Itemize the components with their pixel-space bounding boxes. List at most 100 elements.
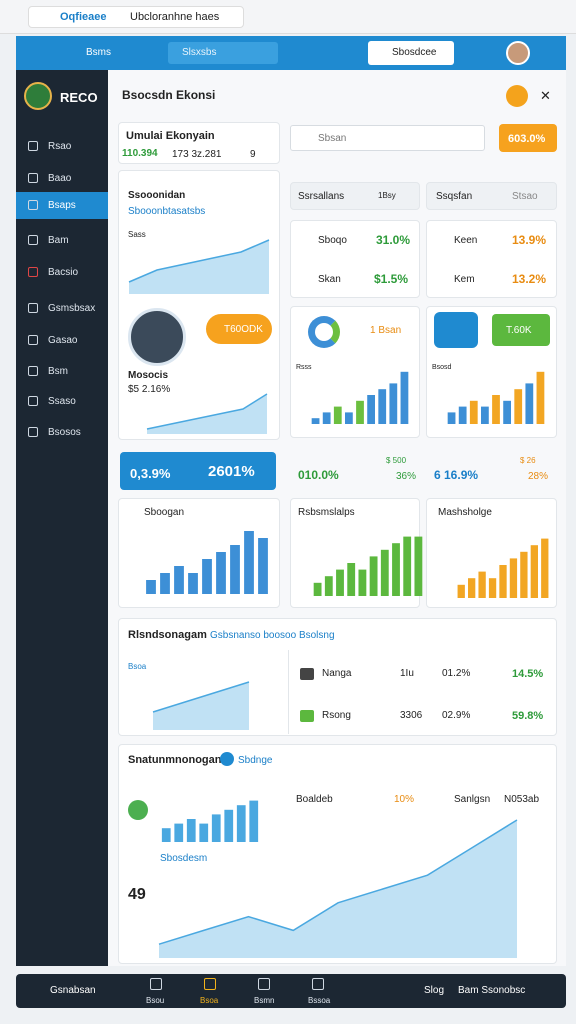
bar xyxy=(378,389,387,424)
nav-icon xyxy=(28,396,38,406)
bottom-brand: Gsnabsan xyxy=(50,985,96,996)
tab-label: Stsao xyxy=(512,191,538,202)
bar xyxy=(509,558,518,598)
search-box[interactable] xyxy=(290,125,485,151)
summary-value: 173 3z.281 xyxy=(172,149,222,160)
nav-item[interactable]: Bsm xyxy=(48,366,68,377)
bar xyxy=(211,814,221,842)
stat-label: Sboqo xyxy=(318,235,347,246)
bar xyxy=(174,566,184,594)
bar xyxy=(380,549,389,596)
area xyxy=(153,682,249,730)
profile-label: Sass xyxy=(128,230,146,239)
nav-icon xyxy=(28,235,38,245)
stat-card xyxy=(290,220,420,298)
nav-item[interactable]: Ssaso xyxy=(48,396,76,407)
bottom-bar xyxy=(16,974,566,1008)
nav-item[interactable]: Bam xyxy=(48,235,69,246)
highlight-value: 2601% xyxy=(208,463,255,480)
label: Sanlgsn xyxy=(454,794,491,805)
bar xyxy=(160,573,170,594)
chart xyxy=(128,239,270,294)
cell: 1Iu xyxy=(400,668,414,679)
tile-button[interactable] xyxy=(492,314,550,346)
sidebar-active xyxy=(16,192,108,219)
kpi-value: 010.0% xyxy=(298,468,339,482)
tab[interactable] xyxy=(28,6,244,28)
tile-text: 1 Bsan xyxy=(370,325,402,336)
bar xyxy=(161,828,171,842)
tab-card[interactable] xyxy=(426,182,557,210)
cell: Rsong xyxy=(322,710,351,721)
chip[interactable]: Sbdnge xyxy=(238,755,273,766)
tab-label: Ssrsallans xyxy=(298,191,345,202)
nav-icon xyxy=(28,141,38,151)
logo: RECO xyxy=(60,90,98,105)
bar xyxy=(347,563,356,596)
nav-item[interactable]: Bsosos xyxy=(48,427,81,438)
url: Ubcloranhne haes xyxy=(130,11,220,23)
search-button-text: 603.0% xyxy=(508,133,546,145)
stat-label: Skan xyxy=(318,274,341,285)
line xyxy=(146,393,268,430)
bar xyxy=(492,395,500,424)
bar xyxy=(186,819,196,842)
chart xyxy=(457,538,549,598)
close[interactable]: ✕ xyxy=(540,88,551,103)
tab-card[interactable] xyxy=(290,182,420,210)
bar xyxy=(468,578,476,598)
bottom-item[interactable]: Bsmn xyxy=(254,996,275,1005)
chart xyxy=(146,531,268,594)
avatar[interactable] xyxy=(506,41,530,65)
nav-item[interactable]: Bacsio xyxy=(48,267,79,278)
nav-icon xyxy=(28,303,38,313)
bar xyxy=(311,418,320,424)
chart xyxy=(313,536,423,596)
bar xyxy=(481,406,489,424)
tab-label: Ssqsfan xyxy=(436,191,473,202)
stat-label: Kem xyxy=(454,274,475,285)
summary-value: 110.394 xyxy=(122,148,158,159)
nav-item[interactable]: Bsaps xyxy=(48,200,76,211)
bar xyxy=(478,571,486,598)
nav-icon xyxy=(28,427,38,437)
bar xyxy=(345,412,353,424)
bottom-icon xyxy=(150,978,162,990)
search-button[interactable] xyxy=(499,124,557,152)
pill[interactable] xyxy=(206,314,272,344)
nav-item[interactable]: Baao xyxy=(48,173,72,184)
search-field[interactable] xyxy=(168,42,278,64)
nav-icon xyxy=(28,366,38,376)
bottom-item[interactable]: Bsou xyxy=(146,996,165,1005)
tile-label: Bsosd xyxy=(432,364,452,371)
stat-value: 13.2% xyxy=(512,272,547,286)
tab-label: 1Bsy xyxy=(378,191,396,200)
bottom-item[interactable]: Bsoa xyxy=(200,996,219,1005)
check xyxy=(128,800,148,820)
nav-item[interactable]: Gasao xyxy=(48,335,78,346)
chart-label: Bsoa xyxy=(128,662,147,671)
bar xyxy=(322,412,331,424)
bar xyxy=(224,809,234,842)
big-number: 49 xyxy=(128,886,146,903)
nav-item[interactable]: Rsao xyxy=(48,141,72,152)
bar xyxy=(324,576,333,596)
profile-subtitle: Sbooonbtasatsbs xyxy=(128,206,206,217)
bar xyxy=(199,823,209,842)
bar xyxy=(333,406,342,424)
pill-text: T60ODK xyxy=(224,324,263,335)
tile-text: T.60K xyxy=(506,325,532,336)
nav-icon xyxy=(28,200,38,210)
chip-icon xyxy=(220,752,234,766)
bottom-item[interactable]: Bssoa xyxy=(308,996,331,1005)
bar xyxy=(236,805,246,842)
chart xyxy=(158,819,518,958)
search-right[interactable] xyxy=(368,41,454,65)
bar xyxy=(216,552,226,594)
page-title: Bsocsdn Ekonsi xyxy=(122,88,216,102)
bar xyxy=(488,578,497,598)
nav-item[interactable]: Gsmsbsax xyxy=(48,303,96,314)
section-link[interactable]: Gsbsnanso boosoo Bsolsng xyxy=(210,630,335,641)
profile-value: $5 2.16% xyxy=(128,384,171,395)
logo-avatar xyxy=(24,82,52,110)
